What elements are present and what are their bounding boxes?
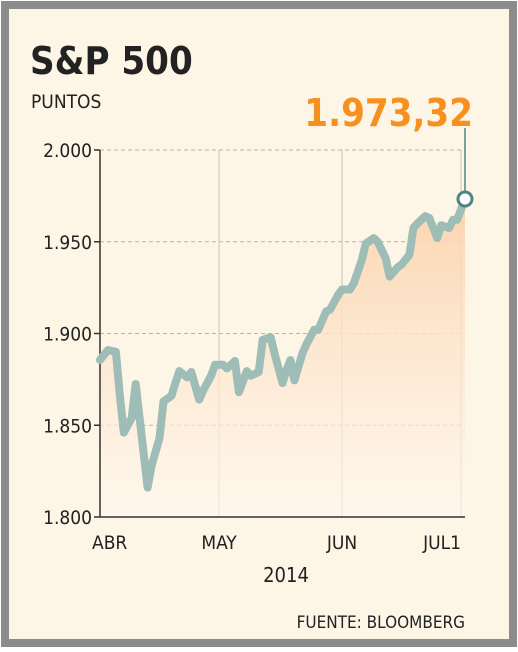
subtitle: PUNTOS <box>31 91 101 113</box>
x-axis-label: 2014 <box>263 563 309 587</box>
y-tick-label: 1.950 <box>43 232 92 254</box>
y-tick-label: 1.900 <box>43 324 92 346</box>
x-tick-label: JUN <box>326 532 357 554</box>
line <box>96 195 469 492</box>
x-tick-label: ABR <box>92 532 127 554</box>
value-label: 1.973,32 <box>304 91 473 135</box>
x-tick-label: MAY <box>201 532 237 554</box>
chart-title: S&P 500 <box>30 39 193 83</box>
x-tick-label: JUL1 <box>422 532 461 554</box>
area <box>100 199 465 517</box>
plot: 1.800 1.850 1.900 1.950 2.000 ABR MAY JUN JUL1 1.… <box>43 91 474 554</box>
source: FUENTE: BLOOMBERG <box>297 613 465 633</box>
end-marker <box>456 190 474 208</box>
y-tick-label: 1.850 <box>43 415 92 437</box>
y-tick-label: 1.800 <box>43 507 92 529</box>
y-tick-label: 2.000 <box>43 140 92 162</box>
